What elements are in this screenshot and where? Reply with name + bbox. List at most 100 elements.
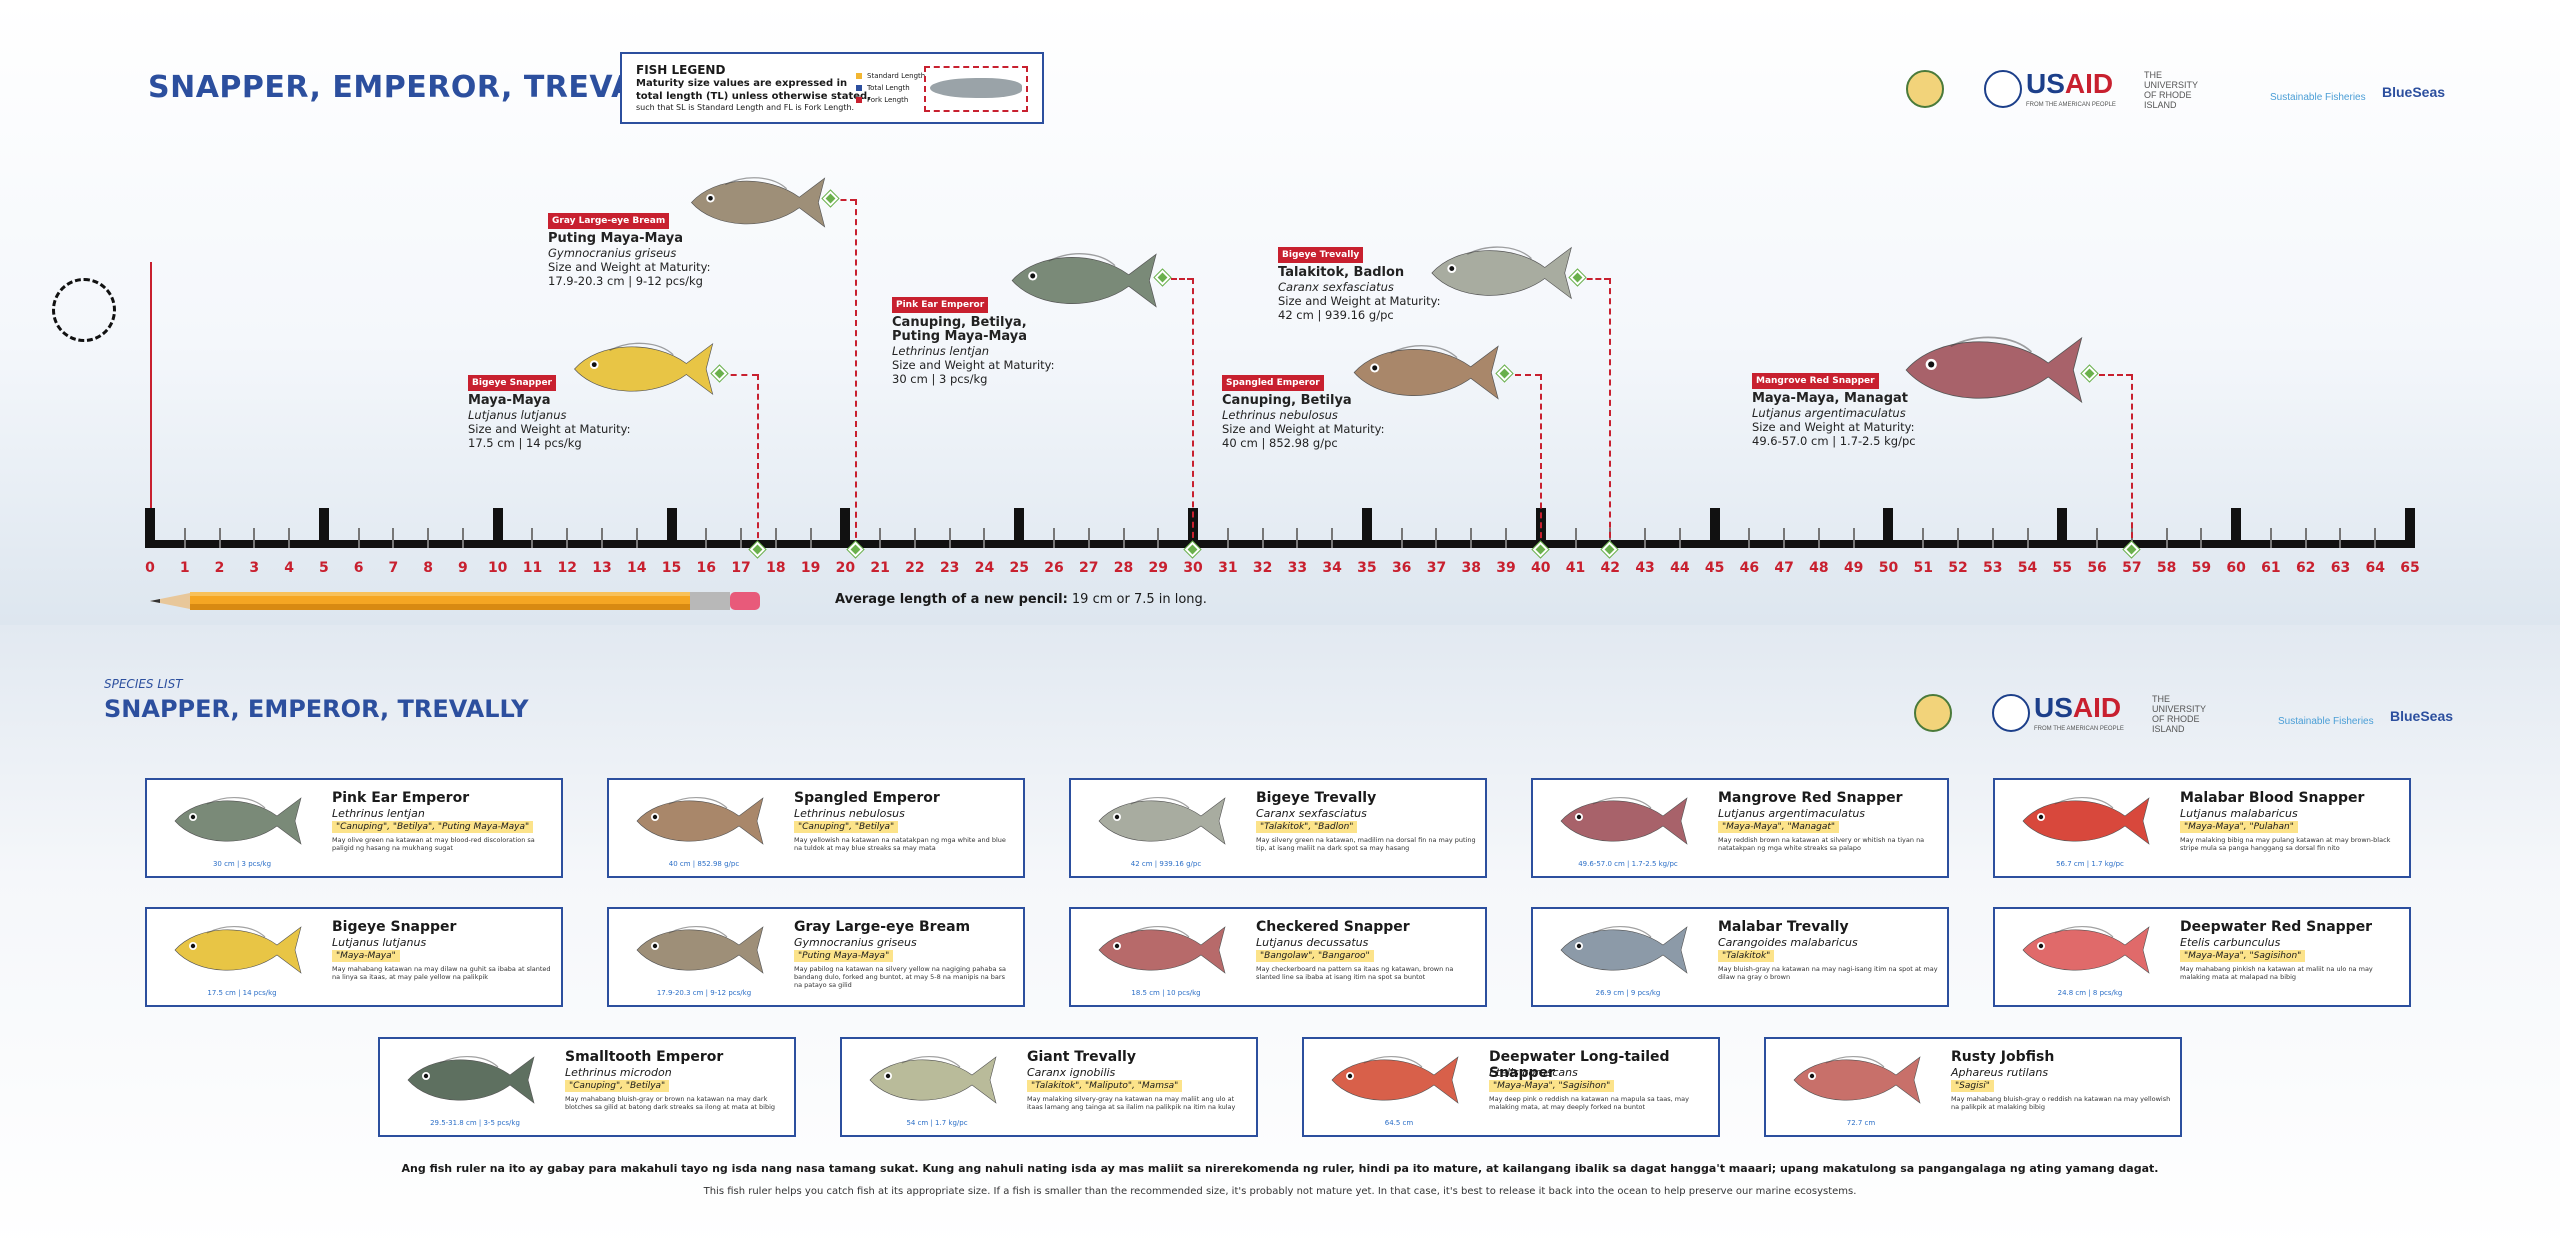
ruler-number: 38 (1461, 560, 1481, 576)
species-card: 18.5 cm | 10 pcs/kg Checkered Snapper Lutj… (1069, 907, 1487, 1007)
size-marker-line (2130, 374, 2133, 548)
species-card: 49.6-57.0 cm | 1.7-2.5 kg/pc Mangrove Red… (1531, 778, 1949, 878)
species-size-label: Size and Weight at Maturity: (468, 422, 631, 436)
ruler-number: 41 (1565, 560, 1586, 576)
card-scientific-name: Lethrinus nebulosus (794, 807, 905, 820)
card-size: 56.7 cm | 1.7 kg/pc (2056, 860, 2124, 868)
usaid-main: US (2026, 68, 2065, 99)
pencil-label: Average length of a new pencil: (835, 592, 1068, 607)
ruler-number: 43 (1635, 560, 1655, 576)
species-card: 17.9-20.3 cm | 9-12 pcs/kg Gray Large-eye… (607, 907, 1025, 1007)
ruler-number: 14 (627, 560, 647, 576)
ruler-tick (288, 528, 291, 548)
legend-key-label: Total Length (867, 84, 910, 92)
ruler-species-info: Bigeye Snapper Maya-Maya Lutjanus lutjanus… (468, 374, 631, 450)
legend-line-1: Maturity size values are expressed in (636, 78, 848, 89)
ruler-tick (1922, 528, 1925, 548)
species-size-value: 30 cm | 3 pcs/kg (892, 372, 988, 386)
ruler-tick (2405, 508, 2415, 548)
card-local-names: "Bangolaw", "Bangaroo" (1256, 950, 1374, 962)
ruler-number: 16 (696, 560, 717, 576)
card-scientific-name: Aphareus rutilans (1951, 1066, 2049, 1079)
ruler-tick (2269, 528, 2272, 548)
card-scientific-name: Lutjanus lutjanus (332, 936, 427, 949)
card-description: May checkerboard na pattern sa itaas ng … (1256, 965, 1454, 981)
card-local-names: "Talakitok", "Badlon" (1256, 821, 1358, 833)
usaid-logo: USAID (2026, 68, 2113, 100)
ruler-tick (601, 528, 603, 548)
ruler-tick (740, 528, 743, 548)
ruler-tick (1709, 508, 1720, 548)
species-card: 54 cm | 1.7 kg/pc Giant Trevally Caranx ig… (840, 1037, 1258, 1137)
species-local-name: Talakitok, Badlon (1278, 265, 1405, 280)
ruler-number: 8 (423, 560, 434, 576)
ruler-number: 44 (1670, 560, 1690, 576)
ruler-tick (1505, 528, 1507, 548)
card-fish-icon (629, 790, 769, 852)
legend-swatch (856, 85, 862, 91)
zero-line (150, 262, 152, 508)
legend-key: Standard Length (856, 70, 925, 82)
ruler-tick (1852, 528, 1855, 548)
ruler-tick (774, 528, 777, 548)
species-size-value: 17.9-20.3 cm | 9-12 pcs/kg (548, 274, 703, 288)
card-fish-icon (629, 919, 769, 981)
usaid-main: US (2034, 692, 2073, 723)
species-local-name-2: Puting Maya-Maya (892, 329, 1028, 344)
card-common-name: Malabar Blood Snapper (2180, 790, 2365, 806)
card-common-name: Smalltooth Emperor (565, 1049, 724, 1065)
size-marker-connector (1578, 278, 1611, 280)
legend-title: FISH LEGEND (636, 63, 726, 77)
page-title: SNAPPER, EMPEROR, TREVALLY (148, 70, 692, 105)
species-card: 42 cm | 939.16 g/pc Bigeye Trevally Caranx… (1069, 778, 1487, 878)
card-description: May yellowish na katawan na natatakpan n… (794, 836, 1006, 852)
ruler-species-info: Spangled Emperor Canuping, Betilya Lethrin… (1222, 374, 1385, 450)
ruler-number: 49 (1843, 560, 1864, 576)
card-local-names: "Maya-Maya", "Managat" (1718, 821, 1840, 833)
ruler-number: 55 (2052, 560, 2073, 576)
ruler-tick (635, 528, 638, 548)
card-common-name: Bigeye Snapper (332, 919, 457, 935)
legend-line-3: such that SL is Standard Length and FL i… (636, 103, 855, 112)
ruler-tick (1014, 508, 1025, 548)
size-marker-connector (720, 374, 759, 376)
ruler-number: 20 (835, 560, 856, 576)
ruler-number: 30 (1183, 560, 1203, 576)
ruler-tick (1087, 528, 1090, 548)
species-card: 17.5 cm | 14 pcs/kg Bigeye Snapper Lutjanu… (145, 907, 563, 1007)
fish-legend: FISH LEGEND Maturity size values are exp… (620, 52, 1044, 124)
ruler-tick (879, 528, 882, 548)
ruler-tick (2304, 528, 2307, 548)
pencil-value: 19 cm or 7.5 in long. (1071, 592, 1207, 607)
card-common-name: Deepwater Long-tailed Snapper (1489, 1049, 1670, 1081)
blueseas-logo: BlueSeas (2382, 84, 2446, 100)
species-tag: Spangled Emperor (1222, 375, 1324, 391)
card-common-name: Bigeye Trevally (1256, 790, 1377, 806)
sustainable-fisheries-logo: Sustainable Fisheries (2270, 92, 2366, 103)
partner-seal-icon (1914, 694, 1952, 732)
card-scientific-name: Caranx ignobilis (1027, 1066, 1116, 1079)
card-description: May mahabang pinkish na katawan at malii… (2180, 965, 2373, 981)
ruler-species-info: Gray Large-eye Bream Puting Maya-Maya Gymn… (548, 212, 711, 288)
ruler-tick (218, 528, 221, 548)
ruler-number: 3 (249, 560, 260, 576)
usaid-accent: AID (2064, 68, 2114, 99)
card-local-names: "Maya-Maya" (332, 950, 400, 962)
ruler-number: 65 (2400, 560, 2420, 576)
card-local-names: "Talakitok" (1718, 950, 1775, 962)
species-tag: Bigeye Snapper (468, 375, 556, 391)
species-card: 30 cm | 3 pcs/kg Pink Ear Emperor Lethrinu… (145, 778, 563, 878)
card-size: 26.9 cm | 9 pcs/kg (1595, 989, 1661, 997)
card-fish-icon (1786, 1049, 1926, 1111)
legend-keys: Standard Length Total Length Fork Length (856, 70, 925, 106)
card-size: 17.9-20.3 cm | 9-12 pcs/kg (656, 989, 752, 997)
ruler-tick (566, 528, 569, 548)
ruler-number: 17 (731, 560, 751, 576)
card-scientific-name: Gymnocranius griseus (794, 936, 917, 949)
ruler-number: 53 (1983, 560, 2003, 576)
card-size: 17.5 cm | 14 pcs/kg (207, 989, 277, 997)
ruler-panel (0, 0, 2560, 625)
ruler-tick (1122, 528, 1125, 548)
card-fish-icon (1553, 919, 1693, 981)
ruler-tick (492, 508, 503, 548)
